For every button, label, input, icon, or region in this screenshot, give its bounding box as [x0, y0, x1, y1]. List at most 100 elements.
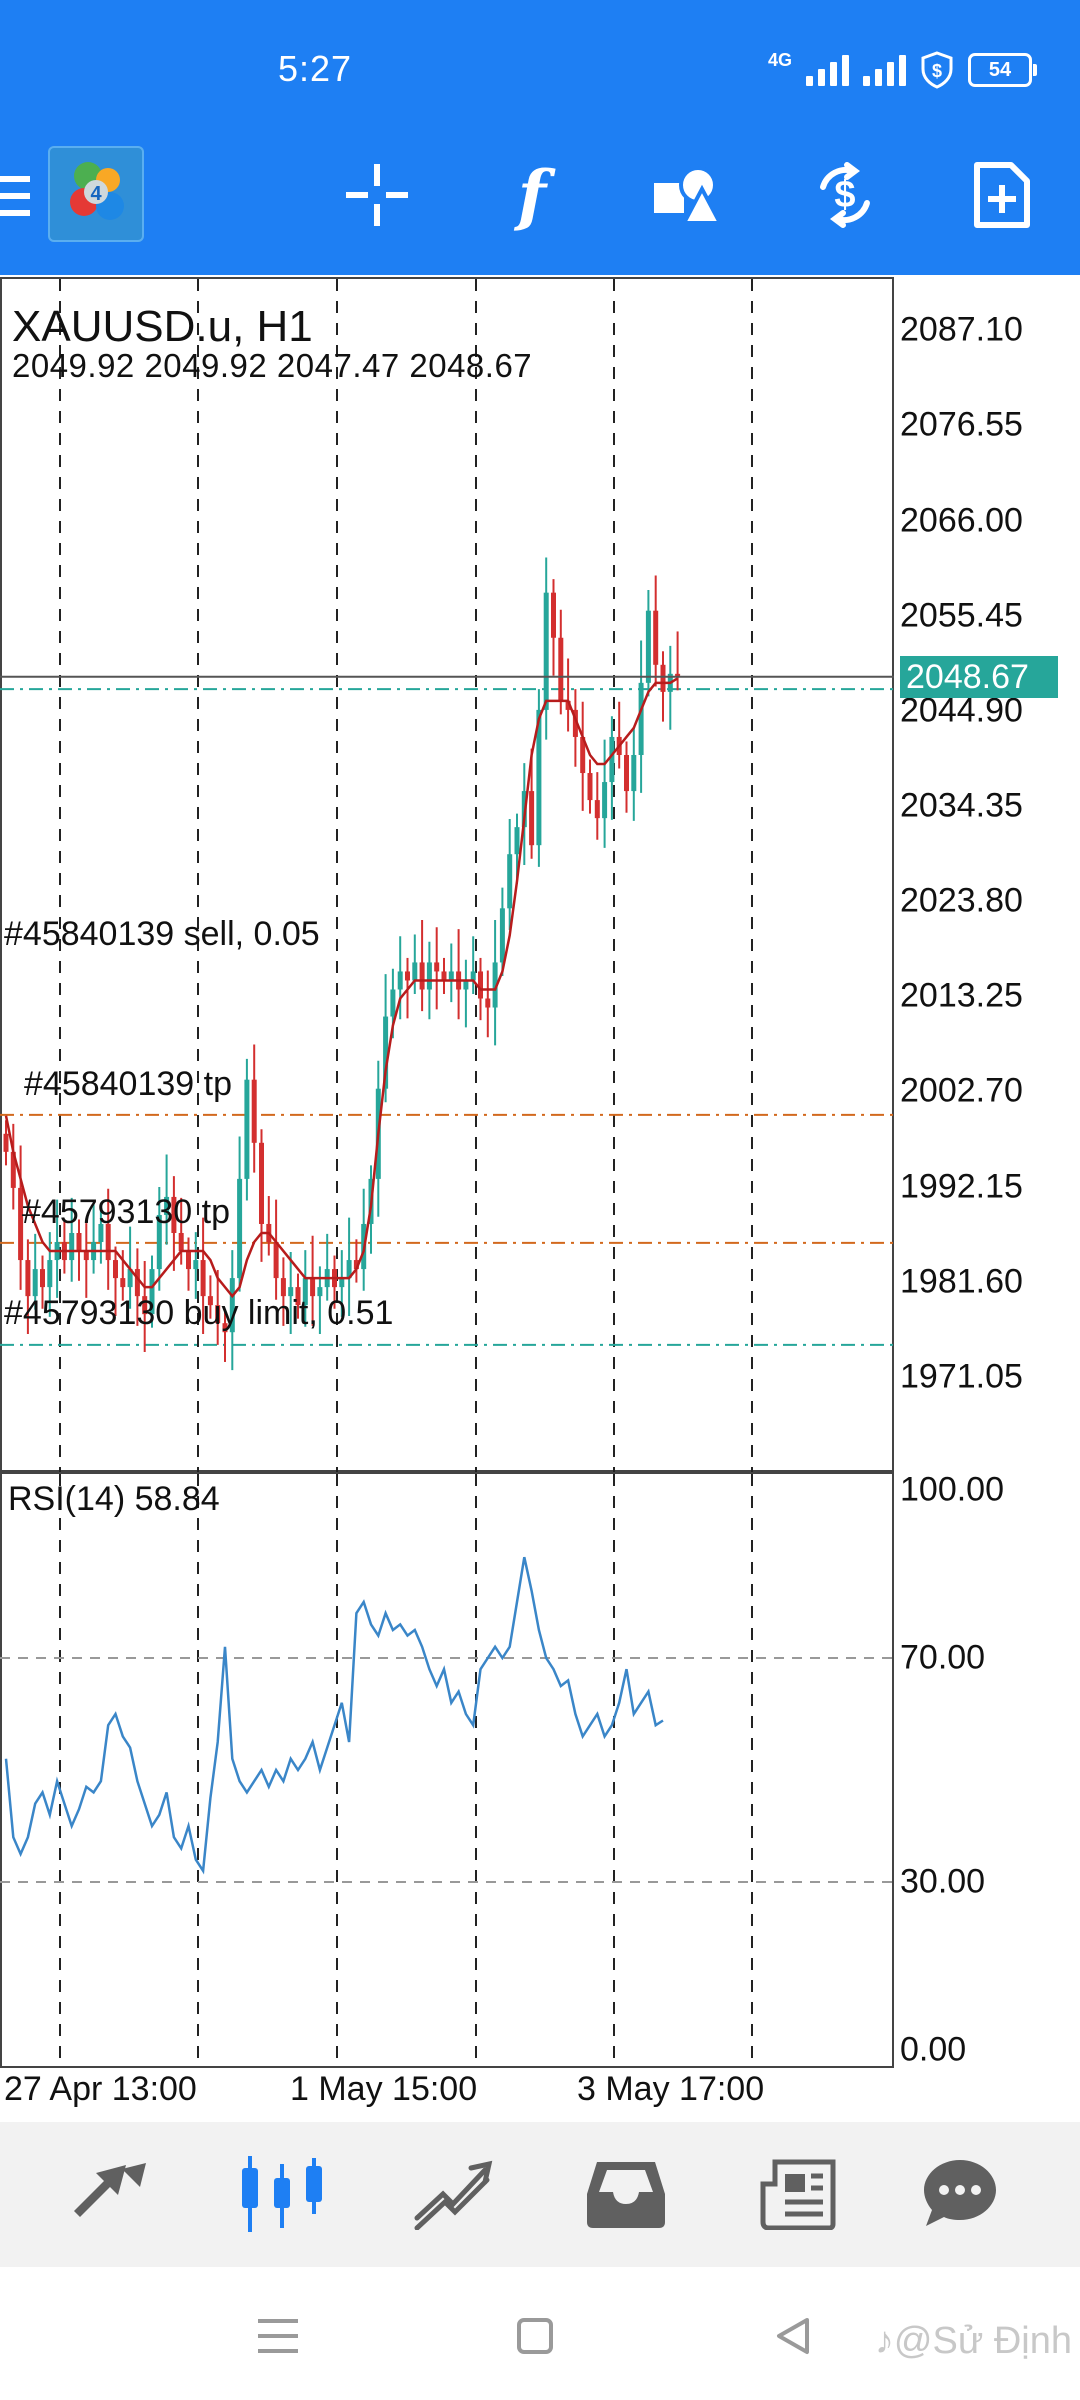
- chart-icon[interactable]: [227, 2144, 337, 2244]
- new-order-icon[interactable]: [957, 150, 1047, 240]
- trade-icon[interactable]: $: [800, 150, 890, 240]
- price-chart[interactable]: XAUUSD.u, H1 2049.92 2049.92 2047.47 204…: [0, 277, 894, 1472]
- svg-text:$: $: [834, 174, 855, 216]
- candle-body: [609, 736, 615, 783]
- indicators-label: f: [517, 156, 547, 234]
- candle-body: [558, 637, 564, 701]
- candle-body: [164, 1196, 170, 1215]
- candle-body: [660, 664, 666, 692]
- menu-icon[interactable]: [0, 176, 30, 221]
- candle-body: [426, 962, 432, 990]
- candle-body: [536, 709, 542, 846]
- price-tick-label: 2013.25: [900, 976, 1023, 1015]
- moving-average-line: [4, 677, 679, 1299]
- rsi-tick-label: 0.00: [900, 2030, 967, 2069]
- back-icon[interactable]: [763, 2306, 823, 2366]
- candle-body: [200, 1260, 206, 1297]
- price-tick-label: 2076.55: [900, 405, 1023, 444]
- candle-body: [638, 682, 644, 755]
- order-label-tp-2[interactable]: #45793130 tp: [22, 1193, 230, 1231]
- rsi-tick-label: 100.00: [900, 1470, 1004, 1509]
- candle-body: [207, 1296, 213, 1306]
- candle-body: [142, 1296, 148, 1315]
- candle-body: [448, 971, 454, 981]
- candle-body: [565, 700, 571, 710]
- price-tick-label: 2034.35: [900, 786, 1023, 825]
- candle-body: [492, 962, 498, 1008]
- order-label-tp-1[interactable]: #45840139 tp: [24, 1065, 232, 1103]
- quotes-icon[interactable]: [55, 2144, 165, 2244]
- candle-body: [280, 1278, 286, 1297]
- time-label: 1 May 15:00: [290, 2070, 478, 2108]
- candle-body: [383, 1016, 389, 1089]
- candle-body: [529, 791, 535, 846]
- order-label-sell[interactable]: #45840139 sell, 0.05: [4, 915, 320, 953]
- bottom-nav: [0, 2122, 1080, 2267]
- candle-body: [295, 1287, 301, 1306]
- news-icon[interactable]: [743, 2144, 853, 2244]
- candle-body: [229, 1278, 235, 1333]
- candle-body: [193, 1260, 199, 1270]
- time-label: 27 Apr 13:00: [4, 2070, 197, 2108]
- rsi-chart[interactable]: RSI(14) 58.84: [0, 1472, 894, 2068]
- price-tick-label: 1971.05: [900, 1357, 1023, 1396]
- rsi-line: [4, 1556, 664, 1875]
- history-icon[interactable]: [571, 2144, 681, 2244]
- rsi-tick-label: 30.00: [900, 1862, 986, 1901]
- svg-text:$: $: [932, 61, 942, 81]
- candle-body: [259, 1142, 264, 1224]
- status-icons: 4G $ 54: [767, 48, 1037, 92]
- messages-icon[interactable]: [905, 2144, 1015, 2244]
- candle-body: [273, 1242, 279, 1279]
- candle-body: [215, 1305, 221, 1324]
- chart-frame: [0, 277, 894, 1472]
- candle-body: [32, 1269, 38, 1297]
- price-axis[interactable]: 2087.10 2076.55 2066.00 2055.45 2044.90 2034.…: [894, 277, 1080, 1472]
- recents-icon[interactable]: [248, 2306, 308, 2366]
- candle-body: [653, 610, 659, 665]
- candle-body: [580, 736, 586, 774]
- candle-body: [405, 971, 410, 981]
- candle-body: [149, 1269, 155, 1315]
- price-tick-label: 2002.70: [900, 1071, 1023, 1110]
- rsi-axis: 100.00 70.00 30.00 0.00: [894, 1470, 1080, 2069]
- candle-body: [237, 1178, 243, 1279]
- candle-body: [624, 755, 629, 792]
- candle-body: [346, 1260, 352, 1279]
- system-nav-bar: ♪@Sử Định: [0, 2268, 1080, 2400]
- network-type: 4G: [767, 49, 792, 70]
- current-price-tag: 2048.67: [900, 655, 1058, 698]
- candle-body: [434, 962, 440, 972]
- candle-body: [105, 1223, 111, 1261]
- candle-body: [551, 592, 556, 638]
- candle-body: [18, 1187, 24, 1261]
- candle-body: [543, 592, 549, 710]
- candle-body: [171, 1196, 177, 1233]
- candle-body: [244, 1079, 250, 1179]
- indicators-icon[interactable]: f: [487, 150, 577, 240]
- candle-body: [127, 1269, 133, 1288]
- price-tick-label: 2066.00: [900, 501, 1023, 539]
- battery-icon: 54: [968, 53, 1037, 87]
- price-chart-svg: [0, 277, 894, 1472]
- price-tick-label: 1992.15: [900, 1167, 1023, 1206]
- rsi-chart-svg: [0, 1472, 894, 2068]
- top-app-bar: 5:27 4G $ 54 4 f: [0, 0, 1080, 275]
- crosshair-icon[interactable]: [332, 150, 422, 240]
- candle-body: [69, 1233, 75, 1261]
- candle-body: [507, 854, 513, 909]
- order-label-buy-limit[interactable]: #45793130 buy limit, 0.51: [4, 1294, 394, 1332]
- objects-icon[interactable]: [642, 150, 732, 240]
- candle-body: [302, 1278, 308, 1306]
- candle-body: [76, 1233, 82, 1252]
- candle-body: [645, 610, 651, 683]
- candle-body: [3, 1133, 9, 1152]
- candle-body: [478, 971, 483, 999]
- trade-icon[interactable]: [399, 2144, 509, 2244]
- price-tick-label: 2055.45: [900, 596, 1023, 635]
- price-tick-label: 2023.80: [900, 881, 1023, 920]
- home-icon[interactable]: [505, 2306, 565, 2366]
- signal-icon-2: [863, 54, 906, 86]
- metatrader-logo-icon[interactable]: 4: [48, 146, 144, 242]
- candle-body: [594, 800, 600, 819]
